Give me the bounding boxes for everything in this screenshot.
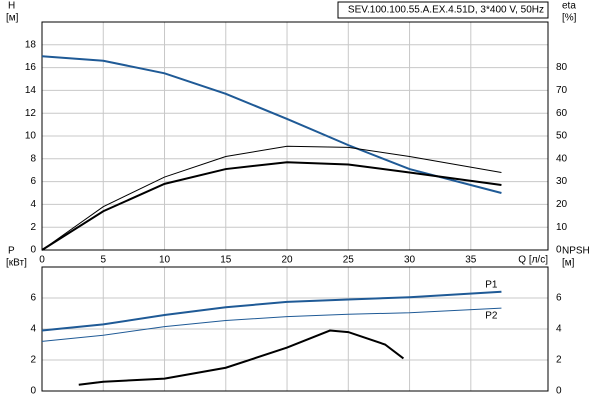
y-axis-unit: [кВт] [6, 258, 27, 269]
x-tick-label: 20 [281, 255, 293, 266]
y2-axis-label: NPSH [562, 246, 590, 257]
title-box [337, 1, 549, 19]
y-tick-label: 6 [30, 176, 36, 187]
y-tick-label: 4 [30, 324, 36, 335]
y2-axis-unit: [м] [562, 258, 575, 269]
y-axis-label: H [8, 1, 15, 12]
curve [41, 145, 502, 251]
curve [41, 161, 502, 251]
y2-axis-unit: [%] [562, 13, 577, 24]
curve [78, 329, 405, 386]
y2-tick-label: 60 [556, 108, 568, 119]
x-tick-label: 0 [39, 255, 45, 266]
x-tick-label: 30 [404, 255, 416, 266]
y2-tick-label: 70 [556, 85, 568, 96]
y-tick-label: 0 [30, 386, 36, 397]
curve [41, 307, 502, 342]
x-tick-label: 10 [159, 255, 171, 266]
y2-tick-label: 4 [556, 324, 562, 335]
y-tick-label: 16 [25, 62, 37, 73]
y2-tick-label: 20 [556, 199, 568, 210]
y-axis-unit: [м] [6, 13, 19, 24]
y2-tick-label: 10 [556, 222, 568, 233]
y-tick-label: 4 [30, 199, 36, 210]
curve-label: P1 [485, 279, 498, 290]
y-axis-label: P [8, 246, 15, 257]
curve-label: P2 [485, 311, 498, 322]
y2-tick-label: 80 [556, 62, 568, 73]
y-tick-label: 2 [30, 355, 36, 366]
curve [41, 290, 502, 332]
y2-tick-label: 0 [556, 386, 562, 397]
y2-tick-label: 50 [556, 131, 568, 142]
y-tick-label: 2 [30, 222, 36, 233]
y2-tick-label: 30 [556, 176, 568, 187]
y-tick-label: 18 [25, 39, 37, 50]
y-tick-label: 10 [25, 131, 37, 142]
x-tick-label: 35 [465, 255, 477, 266]
y-tick-label: 12 [25, 108, 37, 119]
plot-frame [41, 266, 549, 392]
y-tick-label: 6 [30, 293, 36, 304]
y2-axis-label: eta [562, 1, 576, 12]
plot-frame [41, 21, 549, 251]
y2-tick-label: 2 [556, 355, 562, 366]
chart-title: SEV.100.100.55.A.EX.4.51D, 3*400 V, 50Hz [348, 5, 544, 16]
y-tick-label: 8 [30, 153, 36, 164]
y2-tick-label: 6 [556, 293, 562, 304]
y2-tick-label: 40 [556, 153, 568, 164]
x-tick-label: 25 [343, 255, 355, 266]
curve [41, 55, 502, 194]
x-tick-label: 5 [100, 255, 106, 266]
y-tick-label: 0 [30, 245, 36, 256]
y-tick-label: 14 [25, 85, 37, 96]
y2-tick-label: 0 [556, 245, 562, 256]
x-axis-label: Q [л/с] [518, 255, 548, 266]
x-tick-label: 15 [220, 255, 232, 266]
